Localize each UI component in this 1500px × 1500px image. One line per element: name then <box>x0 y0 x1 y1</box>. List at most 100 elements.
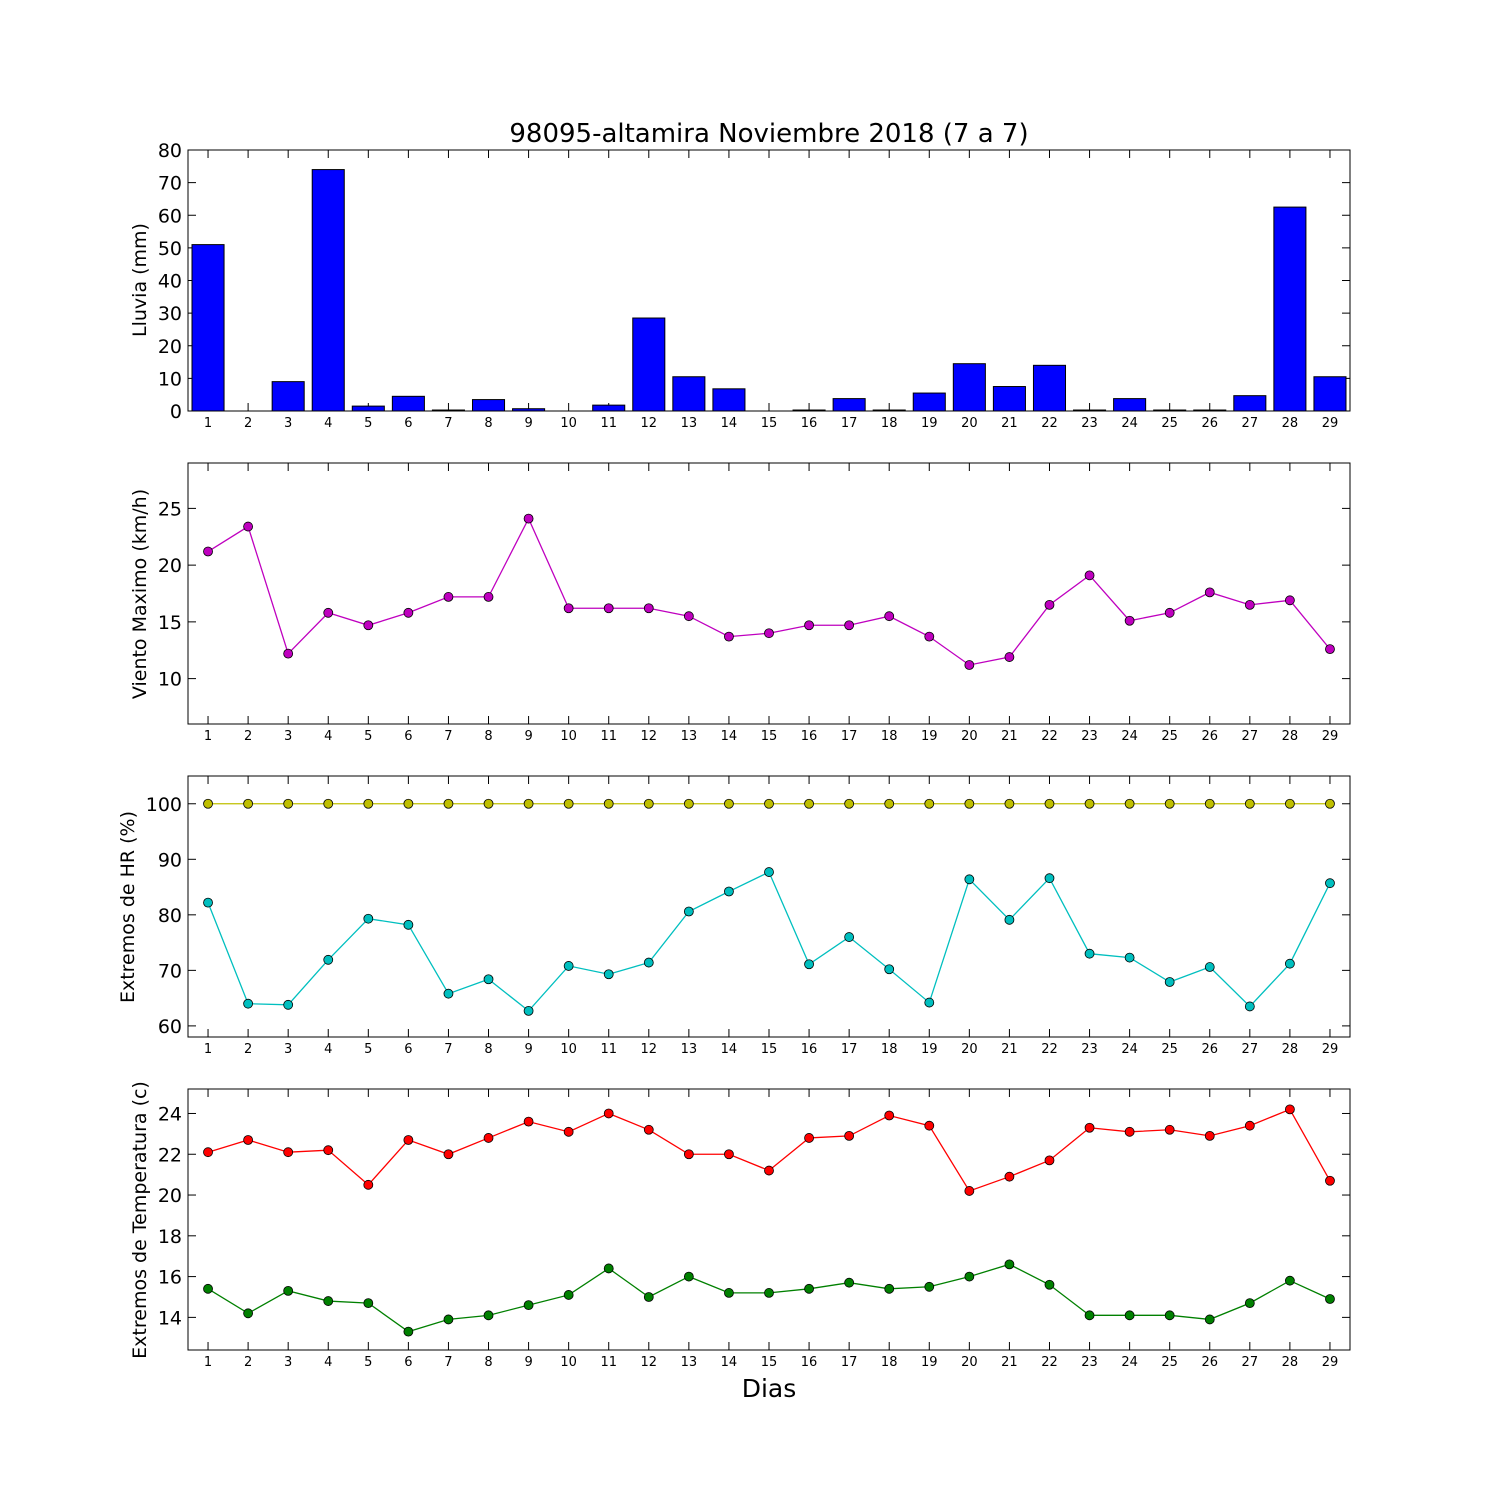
p2-series-1-point <box>323 954 334 965</box>
p0-xtick-label: 23 <box>1081 416 1098 431</box>
rain-bar <box>351 405 385 412</box>
p2-series-1-point <box>283 999 294 1010</box>
p2-xtick-label: 8 <box>484 1042 492 1057</box>
p1-series-0-point <box>1325 644 1335 655</box>
p0-xtick-label: 11 <box>600 416 617 431</box>
p3-series-0-point <box>523 1116 534 1127</box>
p2-xtick-label: 19 <box>921 1042 938 1057</box>
p3-series-1-point <box>1164 1310 1175 1321</box>
p3-series-1-point <box>643 1292 654 1302</box>
p3-series-0-point <box>1124 1126 1135 1137</box>
p1-ytick-label: 20 <box>158 555 182 577</box>
p1-xtick-label: 23 <box>1081 729 1098 744</box>
p1-series-0-point <box>563 603 574 614</box>
p0-ytick-label: 10 <box>158 368 182 390</box>
p1-xtick-label: 26 <box>1201 729 1218 744</box>
p3-series-0-point <box>844 1130 855 1141</box>
p0-xtick-label: 19 <box>921 416 938 431</box>
rain-bar <box>1193 409 1227 412</box>
p2-series-0-point <box>443 798 454 809</box>
p2-series-1-point <box>884 964 895 975</box>
rainfall-ylabel: Lluvia (mm) <box>129 223 151 337</box>
p1-series-0-point <box>1164 607 1175 618</box>
p0-xtick-label: 18 <box>881 416 898 431</box>
p3-series-0-point <box>884 1110 895 1121</box>
p3-series-0-point <box>1325 1175 1335 1186</box>
p3-xtick-label: 19 <box>921 1355 938 1370</box>
p2-series-0-point <box>603 798 614 809</box>
p2-xtick-label: 23 <box>1081 1042 1098 1057</box>
p0-xtick-label: 7 <box>444 416 452 431</box>
p1-series-0-point <box>724 631 734 642</box>
p1-xtick-label: 6 <box>404 729 412 744</box>
p2-series-0-point <box>764 798 774 809</box>
p3-xtick-label: 1 <box>204 1355 212 1370</box>
p2-xtick-label: 13 <box>681 1042 698 1057</box>
rain-bar <box>872 409 906 412</box>
p2-series-0-point <box>523 798 534 809</box>
p0-frame <box>187 149 1351 412</box>
p2-series-0-point <box>683 798 694 809</box>
p3-series-0-point <box>964 1186 975 1196</box>
p2-series-1-point <box>363 913 374 924</box>
p3-series-0-point <box>1244 1120 1255 1131</box>
p2-xtick-label: 20 <box>961 1042 978 1057</box>
p3-xtick-label: 21 <box>1001 1355 1018 1370</box>
p0-xtick-label: 4 <box>324 416 332 431</box>
p1-ytick-label: 25 <box>158 498 182 520</box>
p0-xtick-label: 9 <box>524 416 532 431</box>
p3-series-1-point <box>1004 1259 1015 1270</box>
p2-series-0-point <box>1164 798 1175 809</box>
rain-bar <box>1313 376 1347 412</box>
p2-xtick-label: 10 <box>560 1042 577 1057</box>
p1-xtick-label: 24 <box>1121 729 1138 744</box>
p2-xtick-label: 11 <box>600 1042 617 1057</box>
p2-xtick-label: 15 <box>761 1042 778 1057</box>
p2-series-1-point <box>844 932 855 942</box>
p3-xtick-label: 15 <box>761 1355 778 1370</box>
p1-xtick-label: 27 <box>1242 729 1259 744</box>
p2-series-0-point <box>643 798 654 809</box>
p1-xtick-label: 19 <box>921 729 938 744</box>
p3-xtick-label: 4 <box>324 1355 332 1370</box>
p2-series-0-point <box>203 798 213 809</box>
p3-ytick-label: 22 <box>158 1144 182 1166</box>
p1-series-0-point <box>844 620 855 631</box>
p2-series-1-point <box>643 957 654 968</box>
p1-xtick-label: 14 <box>721 729 738 744</box>
p1-series-0-point <box>283 648 294 659</box>
p0-ytick-label: 0 <box>170 401 182 423</box>
p3-xtick-label: 18 <box>881 1355 898 1370</box>
p1-xtick-label: 11 <box>600 729 617 744</box>
p2-xtick-label: 2 <box>244 1042 252 1057</box>
p2-series-1-point <box>523 1006 534 1016</box>
p2-series-0-point <box>483 798 494 809</box>
p3-series-1-point <box>804 1283 814 1294</box>
rain-bar <box>1113 398 1147 412</box>
p2-xtick-label: 7 <box>444 1042 452 1057</box>
p1-xtick-label: 21 <box>1001 729 1018 744</box>
p2-series-0-point <box>924 798 935 809</box>
p2-xtick-label: 21 <box>1001 1042 1018 1057</box>
p3-series-1-point <box>764 1288 774 1298</box>
p2-series-0-point <box>724 798 734 809</box>
rain-bar <box>1032 364 1067 412</box>
p3-xtick-label: 17 <box>841 1355 858 1370</box>
p2-series-0-point <box>1325 798 1335 809</box>
p2-series-1-point <box>563 961 574 971</box>
p1-xtick-label: 5 <box>364 729 372 744</box>
p0-xtick-label: 28 <box>1282 416 1299 431</box>
p3-xtick-label: 3 <box>284 1355 292 1370</box>
p0-xtick-label: 6 <box>404 416 412 431</box>
p2-xtick-label: 1 <box>204 1042 212 1057</box>
p3-series-1-point <box>1084 1310 1095 1321</box>
p2-series-1-point <box>764 867 774 877</box>
p3-xtick-label: 16 <box>801 1355 818 1370</box>
p2-series-0-point <box>363 798 374 809</box>
rain-bar <box>1273 206 1307 412</box>
p2-series-1-point <box>483 974 494 985</box>
p1-series-0-point <box>683 611 694 622</box>
p2-series-1-point <box>1004 914 1015 925</box>
